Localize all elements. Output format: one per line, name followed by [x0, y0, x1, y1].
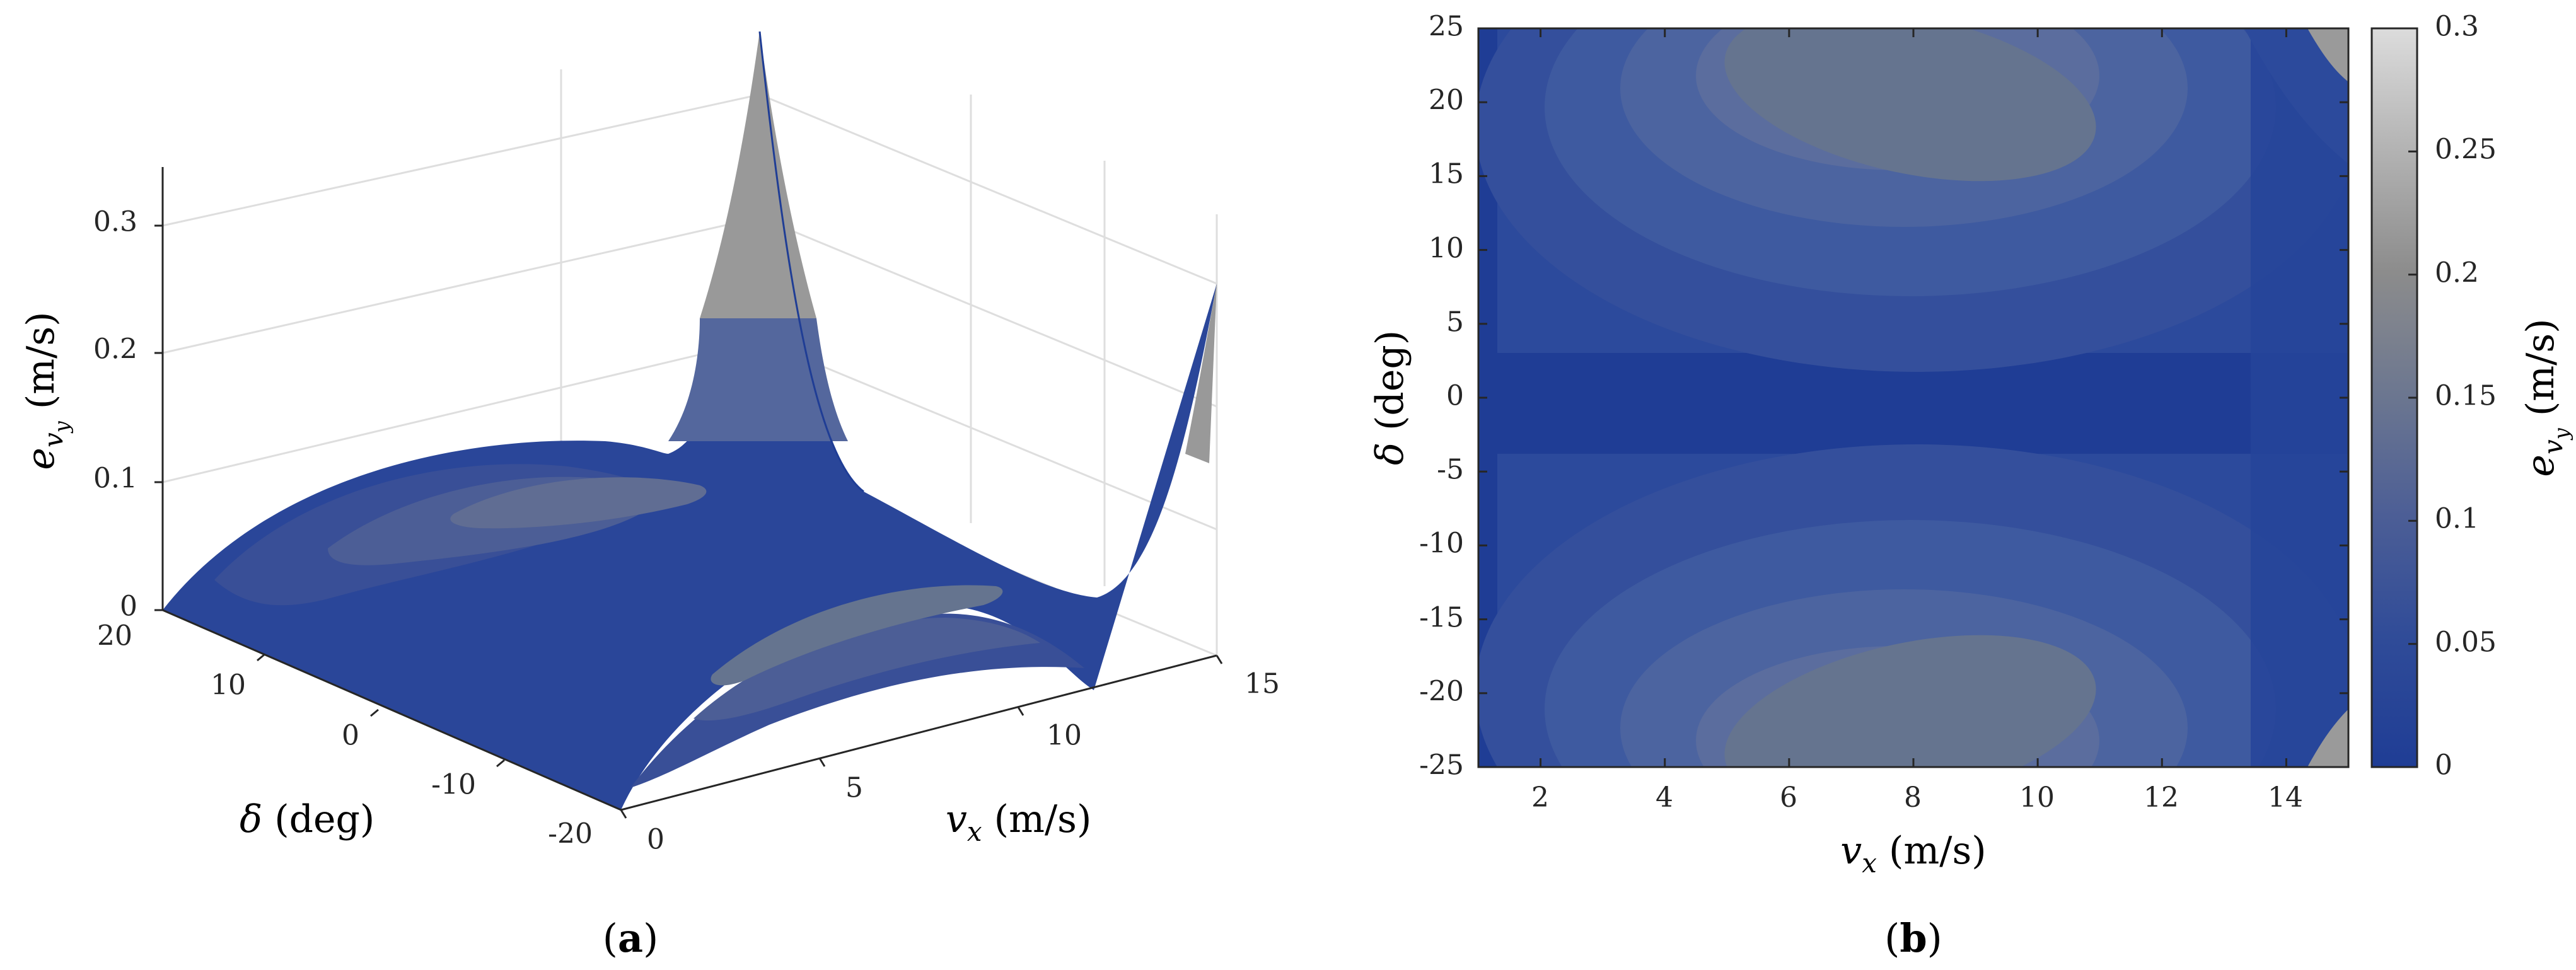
x-tick-3: 15 — [1244, 668, 1280, 700]
contour-x-axis-label: vx (m/s) — [1840, 829, 1986, 879]
contour-y-ticks — [1478, 27, 2348, 768]
contour-y-tick-m5: -5 — [1437, 454, 1464, 486]
surface — [163, 31, 1217, 810]
colorbar-tick-0.25: 0.25 — [2435, 134, 2497, 166]
y-ticks — [257, 653, 505, 768]
colorbar-tick-0.05: 0.05 — [2435, 626, 2497, 659]
contour-y-tick-5: 5 — [1446, 306, 1464, 338]
colorbar-tick-0: 0 — [2435, 749, 2452, 782]
y-tick-3: -10 — [431, 769, 476, 801]
z-tick-0: 0 — [120, 591, 137, 623]
contour-y-tick-15: 15 — [1429, 158, 1464, 190]
colorbar-tick-0.3: 0.3 — [2435, 11, 2479, 43]
contour-x-tick-10: 10 — [2019, 782, 2055, 814]
colorbar-ticks — [2408, 27, 2417, 768]
z-tick-1: 0.1 — [93, 463, 137, 495]
contour-y-tick-m10: -10 — [1419, 528, 1464, 560]
z-axis-label: evy (m/s) — [19, 311, 74, 470]
contour-y-tick-20: 20 — [1429, 84, 1464, 117]
contour-y-tick-m25: -25 — [1419, 749, 1464, 782]
z-tick-3: 0.3 — [93, 206, 137, 238]
colorbar-label: evy (m/s) — [2519, 318, 2573, 476]
x-ticks — [620, 655, 1223, 819]
y-tick-2: 0 — [342, 720, 359, 752]
y-tick-1: 10 — [211, 669, 246, 702]
z-ticks — [154, 224, 163, 611]
contour-fill — [1478, 28, 2348, 767]
contour-plot-panel: 2 4 6 8 10 12 14 25 20 15 10 5 0 -5 -10 … — [1368, 11, 2573, 962]
y-tick-4: -20 — [548, 818, 593, 850]
contour-x-tick-12: 12 — [2144, 782, 2179, 814]
contour-y-tick-10: 10 — [1429, 233, 1464, 265]
y-axis-label: δ (deg) — [240, 797, 374, 841]
y-tick-0: 20 — [97, 620, 132, 652]
contour-x-tick-8: 8 — [1904, 782, 1922, 814]
contour-x-tick-2: 2 — [1531, 782, 1549, 814]
colorbar-tick-0.15: 0.15 — [2435, 380, 2497, 412]
surface-plot-panel: 0 0.1 0.2 0.3 20 10 0 -10 -20 0 5 10 15 … — [19, 31, 1280, 961]
contour-x-tick-14: 14 — [2268, 782, 2303, 814]
contour-x-tick-6: 6 — [1780, 782, 1797, 814]
panel-label-b: (b) — [1884, 915, 1942, 961]
x-tick-0: 0 — [647, 824, 664, 856]
contour-y-tick-0: 0 — [1446, 380, 1464, 412]
x-tick-2: 10 — [1047, 720, 1082, 752]
contour-y-tick-m20: -20 — [1419, 676, 1464, 708]
contour-y-tick-m15: -15 — [1419, 602, 1464, 634]
panel-label-a: (a) — [603, 915, 659, 961]
x-axis-label: vx (m/s) — [946, 797, 1091, 847]
colorbar-tick-0.2: 0.2 — [2435, 257, 2479, 289]
z-tick-2: 0.2 — [93, 333, 137, 366]
colorbar-tick-0.1: 0.1 — [2435, 503, 2479, 535]
contour-x-tick-4: 4 — [1656, 782, 1673, 814]
contour-y-axis-label: δ (deg) — [1368, 330, 1412, 465]
x-tick-1: 5 — [845, 772, 863, 804]
contour-x-ticks — [1540, 28, 2287, 767]
axis-lines — [161, 167, 1217, 811]
contour-y-tick-25: 25 — [1429, 11, 1464, 43]
